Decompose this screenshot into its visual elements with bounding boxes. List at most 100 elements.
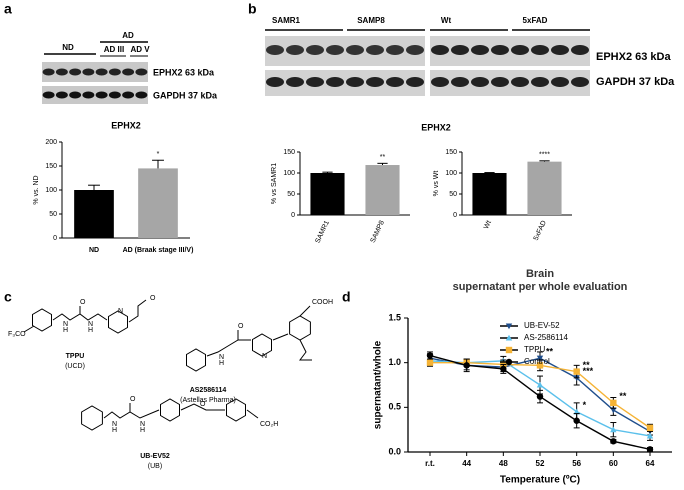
x-tick-label: 52 — [536, 459, 545, 468]
atom-label: N — [262, 353, 267, 360]
blot-band — [451, 77, 469, 87]
legend-label: Control — [524, 357, 550, 366]
bar — [74, 190, 114, 238]
ring — [186, 348, 206, 372]
chart-title: Brain — [526, 268, 554, 280]
blot-band — [551, 45, 569, 55]
legend-marker — [505, 334, 513, 341]
y-tick-label: 50 — [287, 191, 295, 198]
x-tick-label: 64 — [646, 459, 655, 468]
atom-label: N — [140, 421, 145, 428]
point — [536, 362, 544, 369]
blot-band — [122, 91, 135, 99]
atom-label: N — [88, 321, 93, 328]
bar — [365, 165, 400, 215]
blot-band — [55, 91, 68, 99]
bar — [310, 173, 345, 215]
blot-row — [42, 86, 148, 104]
y-axis-label: % vs Wt — [433, 171, 440, 197]
y-axis-label: % vs SAMR1 — [271, 163, 278, 204]
band-label: EPHX2 63 kDa — [596, 51, 671, 63]
significance: * — [583, 400, 587, 410]
bond — [299, 339, 312, 361]
point — [610, 399, 617, 407]
atom-label: F₃CO — [8, 331, 26, 338]
point — [573, 368, 580, 375]
bond — [206, 339, 251, 357]
bond — [23, 325, 35, 333]
blot-band — [511, 77, 529, 87]
compound-name: AS2586114 — [190, 387, 227, 394]
blot-band — [82, 91, 95, 99]
y-tick-label: 100 — [283, 170, 295, 177]
blot-band — [286, 77, 304, 87]
blot-band — [135, 91, 148, 99]
blot-band — [386, 77, 404, 87]
legend-marker — [505, 346, 513, 354]
panel-label: a — [4, 1, 12, 17]
ring — [289, 315, 311, 341]
group-label: AD III — [104, 45, 124, 54]
group-label: 5xFAD — [523, 16, 548, 25]
atom-label: N — [118, 308, 123, 315]
x-tick-label: AD (Braak stage III/V) — [123, 247, 194, 254]
blot-band — [471, 77, 489, 87]
blot-band — [471, 45, 489, 55]
blot-band — [531, 45, 549, 55]
bond — [246, 409, 259, 419]
atom-label: N — [63, 321, 68, 328]
atom-label: COOH — [312, 299, 333, 306]
blot-band — [108, 68, 121, 76]
legend-marker — [505, 323, 513, 330]
point — [536, 393, 544, 400]
y-tick-label: 0 — [291, 212, 295, 219]
ring — [252, 333, 272, 357]
blot-band — [511, 45, 529, 55]
point — [610, 407, 617, 414]
blot-band — [571, 77, 589, 87]
point — [646, 424, 654, 432]
blot-band — [366, 77, 384, 87]
x-tick-label: 48 — [499, 459, 508, 468]
blot-band — [431, 77, 449, 87]
blot-row — [42, 62, 148, 82]
y-tick-label: 200 — [45, 139, 57, 146]
blot-band — [531, 77, 549, 87]
panel-label: c — [4, 289, 12, 305]
point — [573, 417, 580, 424]
y-tick-label: 50 — [449, 191, 457, 198]
blot-band — [306, 45, 324, 55]
significance: **** — [539, 152, 550, 159]
blot-band — [451, 45, 469, 55]
x-tick-label: SAMP8 — [370, 220, 386, 245]
bond — [272, 333, 289, 341]
blot-a: ND AD AD III AD V EPHX2 63 kDa GAPDH 37 … — [42, 31, 218, 104]
y-tick-label: 1.0 — [388, 357, 401, 367]
point — [646, 432, 654, 439]
chart-title: EPHX2 — [421, 122, 451, 132]
bond — [299, 305, 311, 317]
ring — [32, 308, 52, 332]
compound-source: (UCD) — [65, 363, 85, 370]
bond — [52, 313, 108, 321]
bond — [128, 299, 147, 323]
legend-label: UB-EV-52 — [524, 321, 560, 330]
x-axis-label: Temperature (ºC) — [500, 475, 580, 486]
bond — [103, 409, 160, 419]
y-tick-label: 0.0 — [388, 446, 401, 456]
blot-band — [122, 68, 135, 76]
blot-band — [386, 45, 404, 55]
y-tick-label: 150 — [45, 163, 57, 170]
blot-band — [326, 45, 344, 55]
blot-band — [55, 68, 68, 76]
point — [536, 355, 544, 362]
y-axis-label: supernatant/whole — [373, 340, 384, 429]
blot-band — [326, 77, 344, 87]
y-tick-label: 150 — [445, 149, 457, 156]
ring — [108, 310, 128, 334]
point — [646, 446, 654, 453]
y-tick-label: 100 — [45, 187, 57, 194]
bar — [472, 173, 507, 215]
x-tick-label: Wt — [483, 220, 493, 231]
